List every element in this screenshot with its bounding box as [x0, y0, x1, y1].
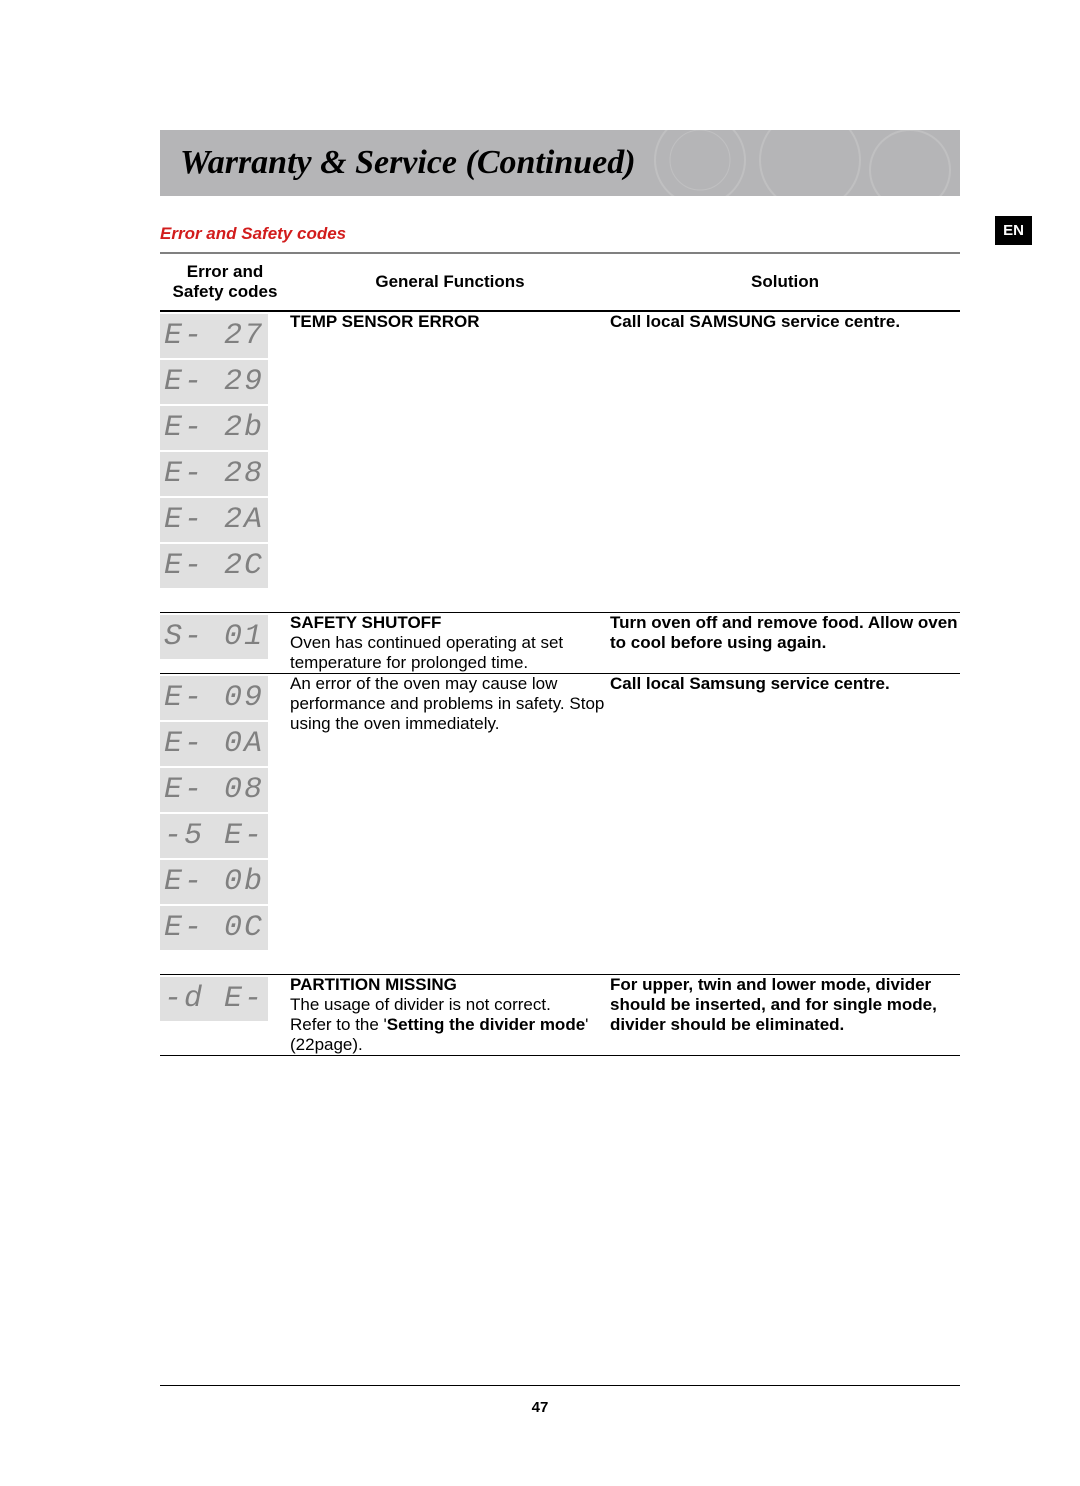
th-text: Safety codes: [173, 282, 278, 301]
function-title: SAFETY SHUTOFF: [290, 613, 610, 633]
error-codes-table: S- 01 SAFETY SHUTOFF Oven has continued …: [160, 612, 960, 952]
table-cell: Call local Samsung service centre.: [610, 674, 960, 953]
table-cell: Turn oven off and remove food. Allow ove…: [610, 613, 960, 674]
error-code-display: -d E-: [160, 977, 268, 1021]
function-body: Refer to the ': [290, 1015, 387, 1034]
table-row: E- 27 E- 29 E- 2b E- 28 E- 2A E- 2C: [160, 311, 290, 590]
band-watermark: [630, 130, 960, 196]
footer-rule: [160, 1385, 960, 1386]
table-row: E- 09 E- 0A E- 08 -5 E- E- 0b E- 0C: [160, 674, 290, 953]
function-title: TEMP SENSOR ERROR: [290, 312, 610, 332]
table-cell: TEMP SENSOR ERROR: [290, 311, 610, 590]
function-title: PARTITION MISSING: [290, 975, 610, 995]
table-row: -d E-: [160, 975, 290, 1056]
error-code-display: S- 01: [160, 615, 268, 659]
table-cell: Call local SAMSUNG service centre.: [610, 311, 960, 590]
th-text: Error and: [187, 262, 264, 281]
page-content: Warranty & Service (Continued) Error and…: [0, 0, 1080, 1056]
table-cell: For upper, twin and lower mode, divider …: [610, 975, 960, 1056]
function-body: Oven has continued operating at set temp…: [290, 633, 563, 672]
error-code-display: E- 28: [160, 452, 268, 496]
error-code-display: E- 08: [160, 768, 268, 812]
section-subtitle: Error and Safety codes: [160, 224, 960, 244]
error-code-display: E- 2A: [160, 498, 268, 542]
error-code-display: -5 E-: [160, 814, 268, 858]
error-code-display: E- 0C: [160, 906, 268, 950]
function-body: An error of the oven may cause low perfo…: [290, 674, 604, 733]
error-code-display: E- 0b: [160, 860, 268, 904]
th-errorcodes: Error and Safety codes: [160, 253, 290, 311]
table-cell: PARTITION MISSING The usage of divider i…: [290, 975, 610, 1056]
table-cell: SAFETY SHUTOFF Oven has continued operat…: [290, 613, 610, 674]
page-number: 47: [0, 1399, 1080, 1416]
th-general-functions: General Functions: [290, 253, 610, 311]
error-code-display: E- 2C: [160, 544, 268, 588]
function-body: The usage of divider is not correct.: [290, 995, 551, 1014]
error-code-display: E- 2b: [160, 406, 268, 450]
error-code-display: E- 0A: [160, 722, 268, 766]
table-cell: An error of the oven may cause low perfo…: [290, 674, 610, 953]
language-tab: EN: [995, 216, 1032, 245]
table-row: S- 01: [160, 613, 290, 674]
error-codes-table: -d E- PARTITION MISSING The usage of div…: [160, 974, 960, 1056]
error-code-display: E- 27: [160, 314, 268, 358]
error-codes-table: Error and Safety codes General Functions…: [160, 252, 960, 590]
error-code-display: E- 29: [160, 360, 268, 404]
function-body-bold: Setting the divider mode: [387, 1015, 585, 1034]
error-code-display: E- 09: [160, 676, 268, 720]
th-solution: Solution: [610, 253, 960, 311]
title-band: Warranty & Service (Continued): [160, 130, 960, 196]
